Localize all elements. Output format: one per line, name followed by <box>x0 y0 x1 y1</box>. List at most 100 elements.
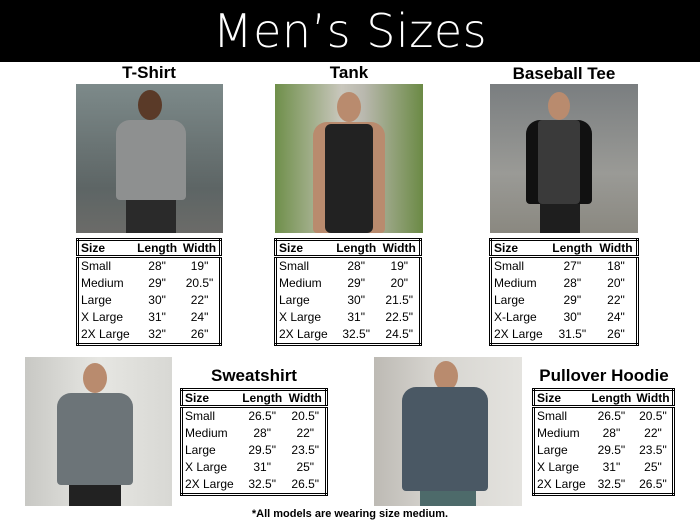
width-cell: 22.5" <box>385 310 414 324</box>
size-cell: Small <box>279 259 310 273</box>
table-row: Small 26.5" 20.5" <box>534 407 674 426</box>
col-width: Width <box>180 239 221 258</box>
width-cell: 19" <box>390 259 409 273</box>
col-length: Length <box>238 389 286 408</box>
length-cell: 27" <box>563 259 582 273</box>
size-cell: Large <box>279 293 310 307</box>
size-table-tshirt: Size Length Width Small 28" 19" Medium 29" 20.… <box>76 238 222 346</box>
col-size: Size <box>77 239 135 258</box>
length-cell: 31" <box>148 310 166 324</box>
size-cell: X-Large <box>494 310 537 324</box>
col-length: Length <box>332 239 380 258</box>
width-cell: 25" <box>296 460 315 474</box>
tank-model-photo <box>275 84 423 233</box>
baseball-tee-model-photo <box>490 84 638 233</box>
footnote: *All models are wearing size medium. <box>251 508 449 520</box>
length-cell: 32.5" <box>597 477 626 491</box>
length-cell: 29" <box>563 293 582 307</box>
col-length: Length <box>588 389 634 408</box>
width-cell: 24" <box>607 310 625 324</box>
length-cell: 30" <box>563 310 582 324</box>
table-row: X Large 31" 25" <box>534 459 674 476</box>
table-row: 2X Large 32.5" 24.5" <box>276 326 421 345</box>
table-row: Large 29" 22" <box>491 292 638 309</box>
table-row: Medium 28" 20" <box>491 275 638 292</box>
table-row: 2X Large 32.5" 26.5" <box>182 476 327 495</box>
col-width: Width <box>285 389 327 408</box>
table-row: 2X Large 32" 26" <box>78 326 221 345</box>
size-cell: Medium <box>494 276 537 290</box>
width-cell: 20.5" <box>639 409 667 423</box>
table-row: Medium 29" 20.5" <box>78 275 221 292</box>
col-length: Length <box>134 239 181 258</box>
length-cell: 29" <box>347 276 365 290</box>
width-cell: 26.5" <box>291 477 320 491</box>
product-title-pullover-hoodie: Pullover Hoodie <box>539 366 669 385</box>
width-cell: 22" <box>644 426 662 440</box>
table-row: X Large 31" 22.5" <box>276 309 421 326</box>
length-cell: 29" <box>148 276 166 290</box>
table-row: 2X Large 31.5" 26" <box>491 326 638 345</box>
length-cell: 30" <box>347 293 365 307</box>
width-cell: 20.5" <box>291 409 320 423</box>
length-cell: 32.5" <box>248 477 276 491</box>
table-row: Large 30" 22" <box>78 292 221 309</box>
length-cell: 30" <box>148 293 166 307</box>
col-size: Size <box>181 389 239 408</box>
product-title-sweatshirt: Sweatshirt <box>211 366 297 385</box>
size-cell: Small <box>81 259 112 273</box>
col-width: Width <box>633 389 674 408</box>
size-cell: Large <box>81 293 112 307</box>
table-row: X-Large 30" 24" <box>491 309 638 326</box>
width-cell: 22" <box>607 293 625 307</box>
size-cell: Large <box>185 443 216 457</box>
size-table-sweatshirt: Size Length Width Small 26.5" 20.5" Medium 28… <box>180 388 328 496</box>
sweatshirt-model-photo <box>25 357 172 506</box>
col-size: Size <box>490 239 549 258</box>
col-width: Width <box>595 239 638 258</box>
width-cell: 26.5" <box>639 477 667 491</box>
length-cell: 31" <box>347 310 365 324</box>
size-table-pullover-hoodie: Size Length Width Small 26.5" 20.5" Medium 28… <box>532 388 675 496</box>
product-title-tshirt: T-Shirt <box>122 63 176 82</box>
width-cell: 20" <box>390 276 409 290</box>
width-cell: 20.5" <box>185 276 214 290</box>
table-row: Small 26.5" 20.5" <box>182 407 327 426</box>
width-cell: 26" <box>190 327 209 341</box>
col-size: Size <box>275 239 333 258</box>
table-row: X Large 31" 25" <box>182 459 327 476</box>
table-row: Small 28" 19" <box>78 257 221 276</box>
length-cell: 31" <box>602 460 621 474</box>
length-cell: 29.5" <box>597 443 626 457</box>
table-row: Large 30" 21.5" <box>276 292 421 309</box>
width-cell: 22" <box>190 293 209 307</box>
size-cell: 2X Large <box>537 477 586 491</box>
length-cell: 31" <box>253 460 271 474</box>
table-row: 2X Large 32.5" 26.5" <box>534 476 674 495</box>
hoodie-model-photo <box>374 357 522 506</box>
table-row: Medium 29" 20" <box>276 275 421 292</box>
size-cell: Large <box>494 293 525 307</box>
size-cell: Medium <box>185 426 228 440</box>
width-cell: 20" <box>607 276 625 290</box>
size-cell: 2X Large <box>279 327 328 341</box>
width-cell: 18" <box>607 259 625 273</box>
size-cell: Small <box>537 409 568 423</box>
length-cell: 31.5" <box>558 327 587 341</box>
width-cell: 25" <box>644 460 662 474</box>
size-cell: Medium <box>279 276 322 290</box>
size-cell: X Large <box>537 460 580 474</box>
size-cell: Small <box>494 259 525 273</box>
length-cell: 32" <box>148 327 166 341</box>
table-row: Small 28" 19" <box>276 257 421 276</box>
size-cell: Medium <box>537 426 580 440</box>
table-row: X Large 31" 24" <box>78 309 221 326</box>
size-cell: 2X Large <box>81 327 130 341</box>
length-cell: 28" <box>253 426 271 440</box>
size-cell: 2X Large <box>185 477 234 491</box>
size-cell: Large <box>537 443 568 457</box>
page-title: Men’s Sizes <box>0 0 700 62</box>
length-cell: 32.5" <box>342 327 370 341</box>
product-title-tank: Tank <box>329 63 369 82</box>
size-cell: Medium <box>81 276 124 290</box>
